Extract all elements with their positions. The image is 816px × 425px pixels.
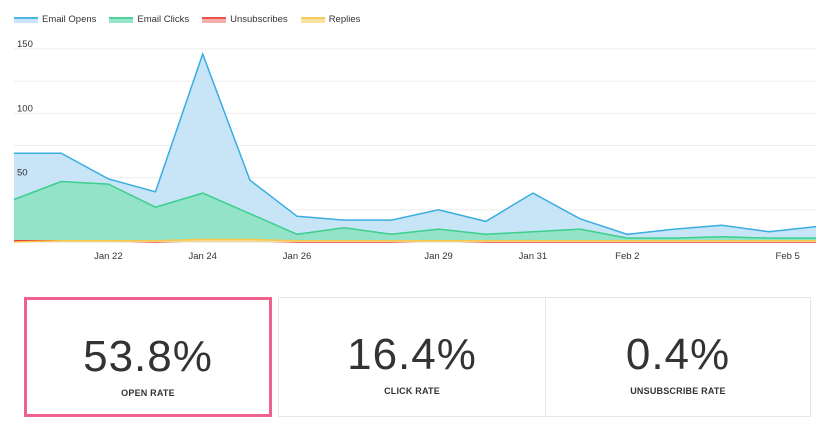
click-rate-label: CLICK RATE [384,386,440,396]
stat-card-unsubscribe-rate[interactable]: 0.4% UNSUBSCRIBE RATE [545,297,811,417]
line-email-clicks [13,180,816,239]
open-rate-value: 53.8% [83,332,213,381]
legend-item-email-clicks[interactable]: Email Clicks [109,14,189,25]
chart-legend: Email Opens Email Clicks Unsubscribes Re… [14,14,373,25]
chart-series [13,51,816,243]
x-tick-label: Jan 29 [424,251,453,262]
legend-label-email-opens: Email Opens [42,14,97,25]
y-tick-label: 100 [17,103,33,114]
legend-label-replies: Replies [328,14,361,25]
legend-item-replies[interactable]: Replies [300,14,361,25]
legend-swatch-email-clicks [109,16,134,23]
y-axis-labels: 50 100 150 [17,39,33,179]
x-tick-label: Feb 2 [615,251,639,262]
legend-swatch-email-opens [14,16,38,23]
stat-card-click-rate[interactable]: 16.4% CLICK RATE [278,297,546,417]
y-tick-label: 50 [17,168,28,179]
legend-swatch-replies [300,16,325,23]
x-tick-label: Jan 22 [94,251,123,262]
unsubscribe-rate-value: 0.4% [625,330,731,379]
open-rate-label: OPEN RATE [121,388,175,398]
x-tick-label: Feb 5 [776,251,800,262]
legend-swatch-unsubscribes [202,16,227,23]
legend-item-unsubscribes[interactable]: Unsubscribes [202,14,288,25]
x-tick-label: Jan 24 [188,251,217,262]
stats-row: 53.8% OPEN RATE 16.4% CLICK RATE 0.4% UN… [12,297,816,417]
line-replies [13,238,816,243]
legend-label-unsubscribes: Unsubscribes [230,14,288,25]
x-axis-labels: Jan 22 Jan 24 Jan 26 Jan 29 Jan 31 Feb 2 Feb 5 [94,251,800,262]
x-tick-label: Jan 31 [519,251,548,262]
legend-label-email-clicks: Email Clicks [137,14,190,25]
x-tick-label: Jan 26 [283,251,312,262]
legend-item-email-opens[interactable]: Email Opens [14,14,96,25]
click-rate-value: 16.4% [347,330,477,379]
engagement-area-chart: 50 100 150 Jan 22 Jan 24 Jan 26 Jan 29 Jan 31 F… [13,39,816,262]
stat-card-open-rate[interactable]: 53.8% OPEN RATE [24,297,272,417]
area-email-opens [14,54,816,242]
area-email-clicks [14,181,816,242]
line-email-opens [14,51,816,236]
unsubscribe-rate-label: UNSUBSCRIBE RATE [630,386,726,396]
y-tick-label: 150 [17,39,33,50]
